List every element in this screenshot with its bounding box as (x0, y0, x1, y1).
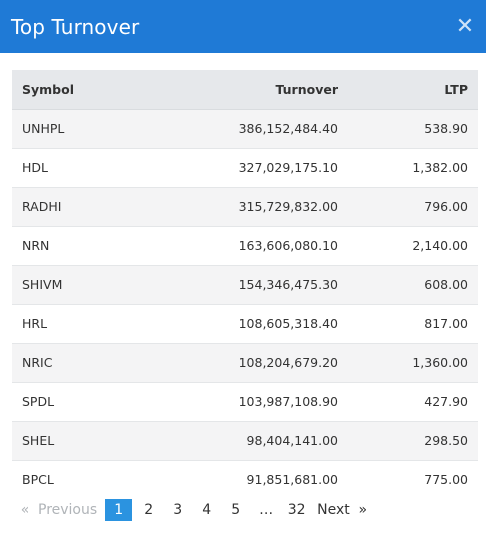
modal-header: Top Turnover ✕ (0, 0, 486, 53)
turnover-table-container: Symbol Turnover LTP UNHPL 386,152,484.40 5… (12, 70, 478, 498)
table-row[interactable]: UNHPL 386,152,484.40 538.90 (12, 108, 478, 148)
cell-symbol: SPDL (12, 381, 172, 421)
next-arrow-icon[interactable]: » (358, 502, 368, 518)
cell-turnover: 163,606,080.10 (172, 225, 348, 265)
close-icon[interactable]: ✕ (455, 13, 475, 39)
table-row[interactable]: SHEL 98,404,141.00 298.50 (12, 420, 478, 460)
cell-ltp: 817.00 (348, 303, 478, 343)
table-row[interactable]: HRL 108,605,318.40 817.00 (12, 303, 478, 343)
page-button-1[interactable]: 1 (105, 499, 133, 521)
next-page-button[interactable]: Next (317, 502, 350, 518)
pagination-ellipsis: … (259, 502, 274, 518)
cell-ltp: 1,382.00 (348, 147, 478, 187)
cell-turnover: 154,346,475.30 (172, 264, 348, 304)
previous-arrow-icon: « (20, 502, 30, 518)
column-header-turnover[interactable]: Turnover (172, 70, 348, 110)
cell-symbol: NRIC (12, 342, 172, 382)
page-button-5[interactable]: 5 (231, 502, 241, 518)
cell-symbol: HRL (12, 303, 172, 343)
table-row[interactable]: HDL 327,029,175.10 1,382.00 (12, 147, 478, 187)
cell-ltp: 796.00 (348, 186, 478, 226)
previous-page-button: Previous (38, 502, 98, 518)
cell-ltp: 775.00 (348, 459, 478, 498)
cell-symbol: NRN (12, 225, 172, 265)
cell-turnover: 103,987,108.90 (172, 381, 348, 421)
modal-title: Top Turnover (11, 14, 140, 39)
table-row[interactable]: SHIVM 154,346,475.30 608.00 (12, 264, 478, 304)
cell-turnover: 108,204,679.20 (172, 342, 348, 382)
cell-ltp: 2,140.00 (348, 225, 478, 265)
page-button-2[interactable]: 2 (144, 502, 154, 518)
page-button-32[interactable]: 32 (287, 502, 306, 518)
table-row[interactable]: BPCL 91,851,681.00 775.00 (12, 459, 478, 498)
cell-ltp: 538.90 (348, 108, 478, 148)
page-button-3[interactable]: 3 (173, 502, 183, 518)
cell-symbol: UNHPL (12, 108, 172, 148)
column-header-symbol[interactable]: Symbol (12, 70, 172, 110)
table-row[interactable]: RADHI 315,729,832.00 796.00 (12, 186, 478, 226)
cell-symbol: BPCL (12, 459, 172, 498)
cell-turnover: 98,404,141.00 (172, 420, 348, 460)
pagination: « Previous 1 2 3 4 5 … 32 Next » (12, 498, 376, 522)
cell-ltp: 298.50 (348, 420, 478, 460)
turnover-table: Symbol Turnover LTP UNHPL 386,152,484.40 5… (12, 70, 478, 498)
table-header-row: Symbol Turnover LTP (12, 70, 478, 110)
page-button-4[interactable]: 4 (202, 502, 212, 518)
cell-symbol: SHIVM (12, 264, 172, 304)
cell-turnover: 108,605,318.40 (172, 303, 348, 343)
column-header-ltp[interactable]: LTP (348, 70, 478, 110)
cell-symbol: HDL (12, 147, 172, 187)
table-row[interactable]: NRIC 108,204,679.20 1,360.00 (12, 342, 478, 382)
cell-turnover: 91,851,681.00 (172, 459, 348, 498)
table-row[interactable]: SPDL 103,987,108.90 427.90 (12, 381, 478, 421)
table-row[interactable]: NRN 163,606,080.10 2,140.00 (12, 225, 478, 265)
cell-symbol: SHEL (12, 420, 172, 460)
cell-turnover: 315,729,832.00 (172, 186, 348, 226)
cell-ltp: 608.00 (348, 264, 478, 304)
cell-symbol: RADHI (12, 186, 172, 226)
cell-turnover: 386,152,484.40 (172, 108, 348, 148)
cell-turnover: 327,029,175.10 (172, 147, 348, 187)
cell-ltp: 1,360.00 (348, 342, 478, 382)
cell-ltp: 427.90 (348, 381, 478, 421)
